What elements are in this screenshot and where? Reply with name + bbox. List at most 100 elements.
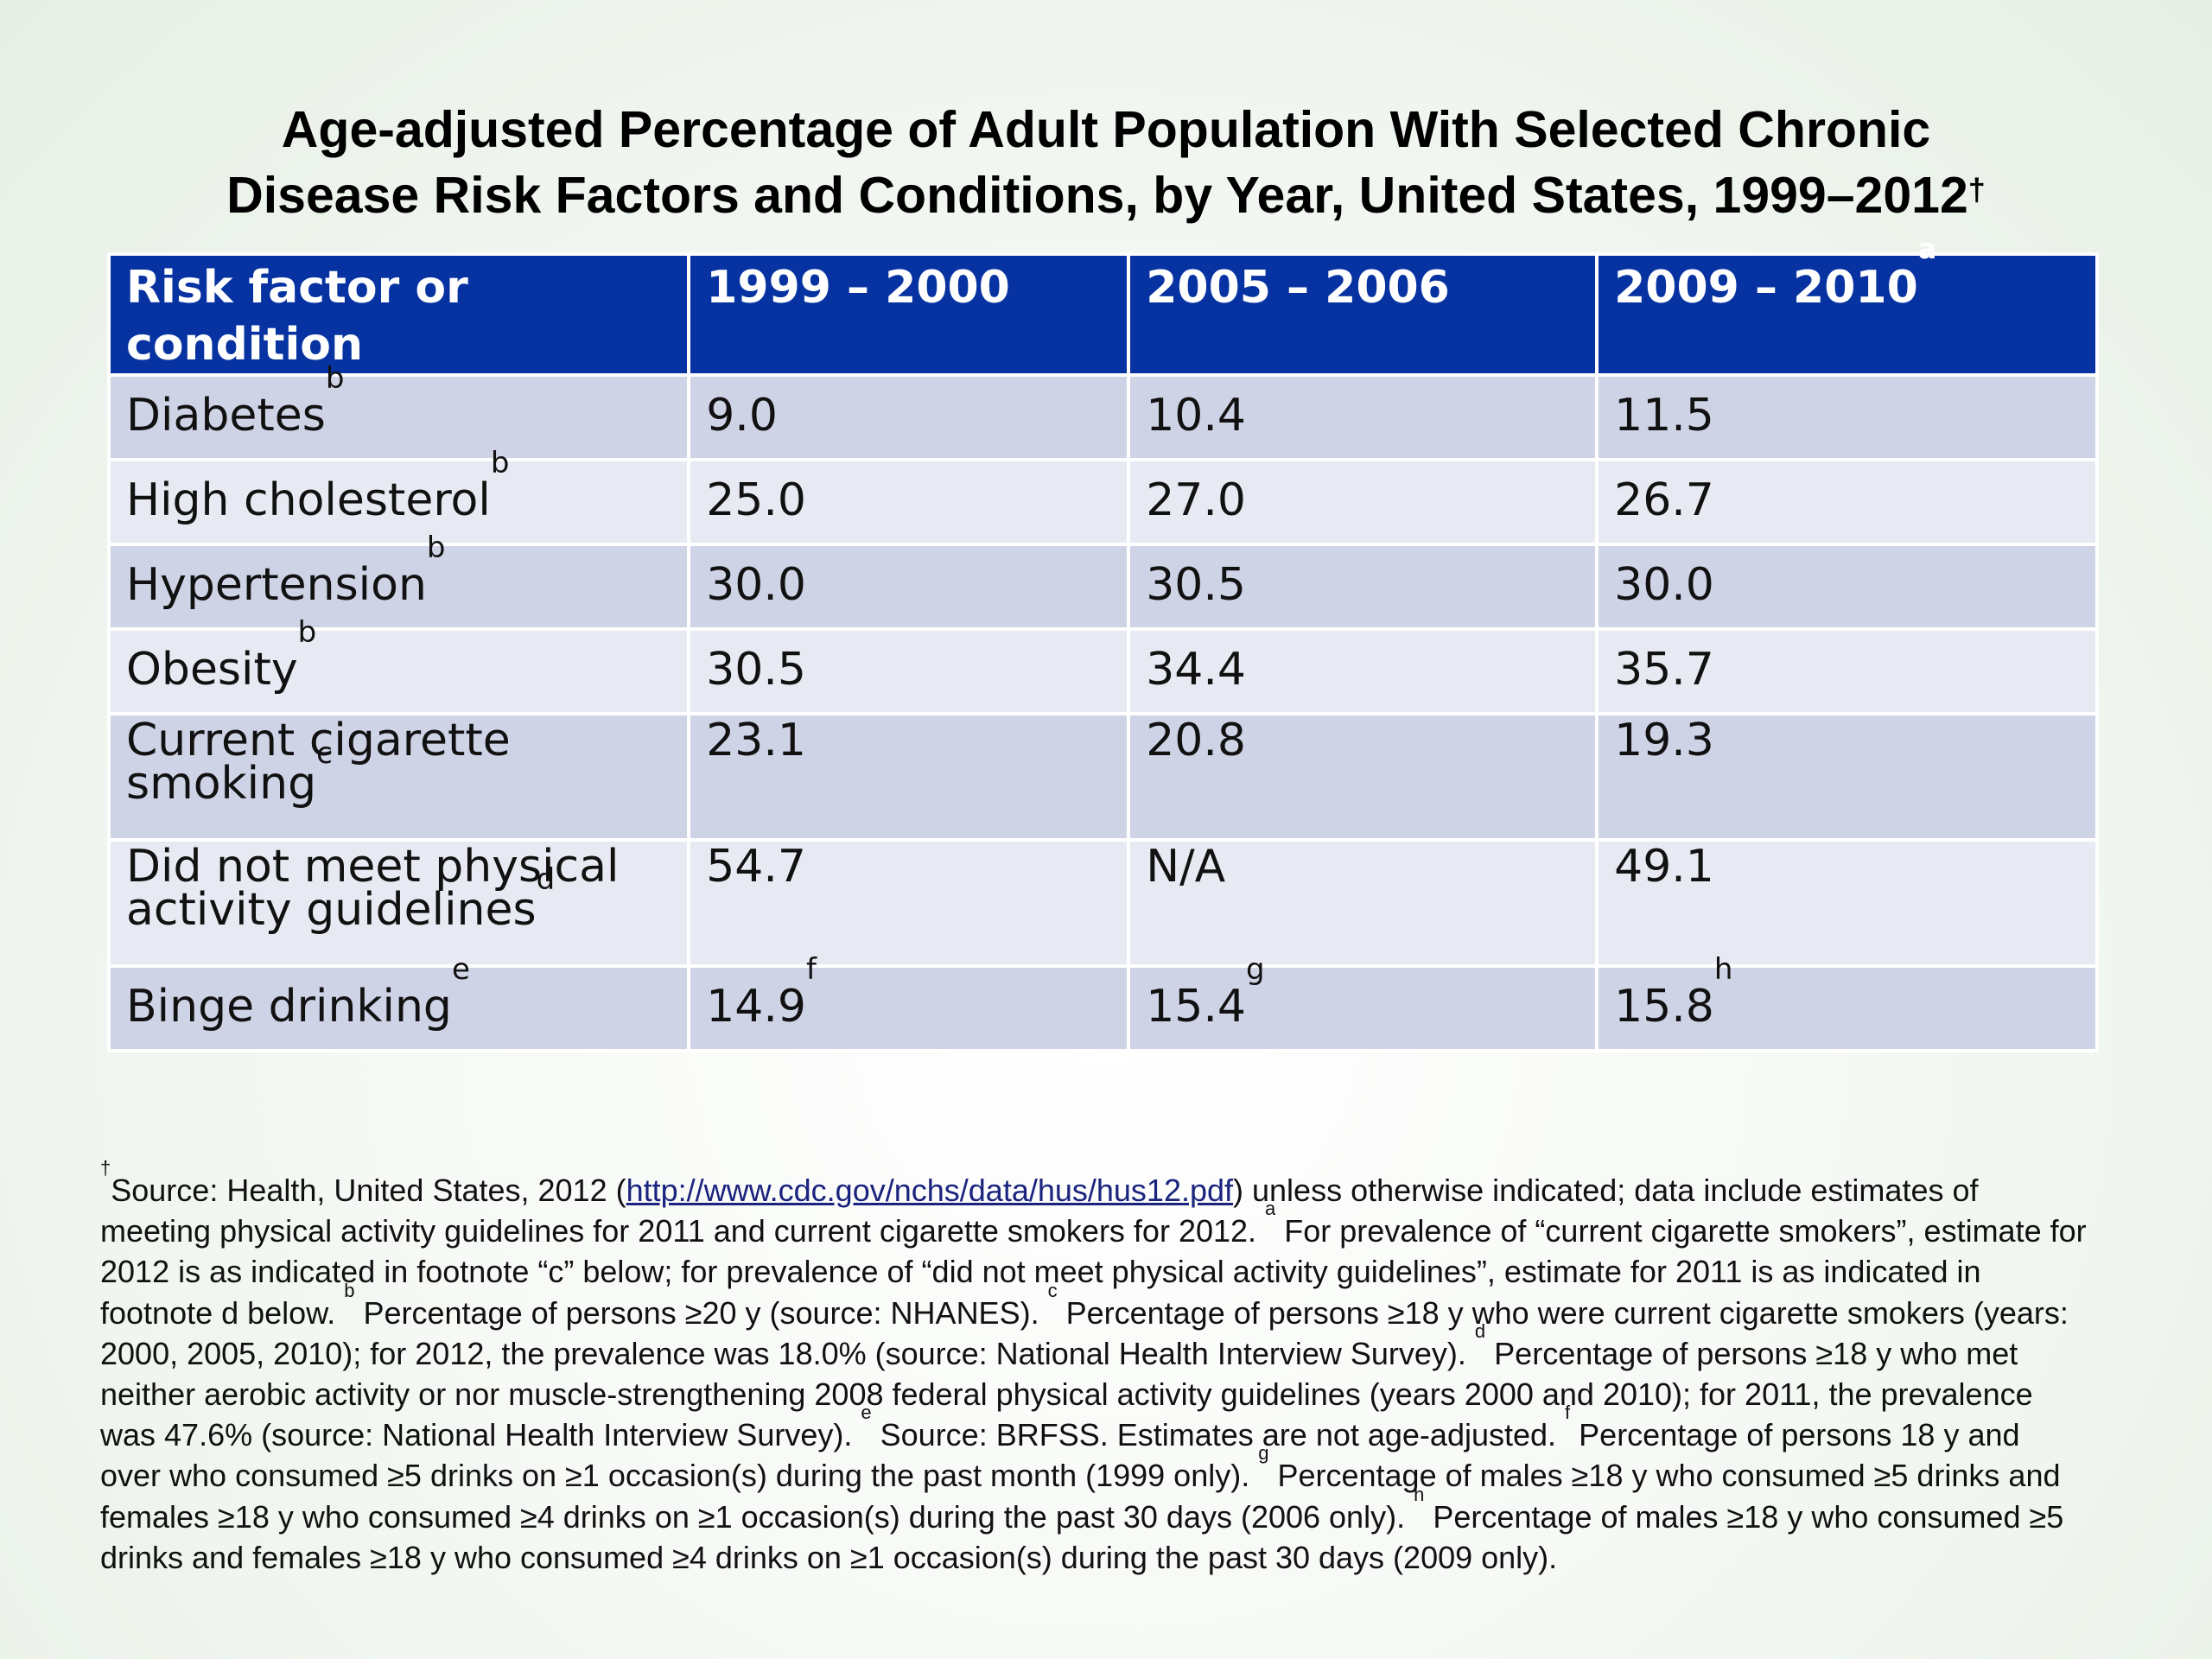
row-label-footnote-mark: b	[325, 361, 345, 396]
cell-2009-2010: 30.0	[1595, 543, 2099, 631]
header-2005-2006: 2005 – 2006	[1127, 252, 1599, 377]
slide-title-line-1: Age-adjusted Percentage of Adult Populat…	[281, 101, 1931, 158]
table-row: Did not meet physical activity guidelines…	[106, 838, 2099, 968]
footnote-b-text: Percentage of persons ≥20 y (source: NHA…	[354, 1294, 1048, 1331]
footnote-a-text: For prevalence of “current cigarette smo…	[100, 1213, 2087, 1331]
cell-2005-2006: 15.4g	[1127, 955, 1599, 1052]
footnote-mark-d: d	[1474, 1319, 1486, 1342]
footnote-mark-h: h	[1414, 1483, 1425, 1505]
footnote-d-text: Percentage of persons ≥18 y who met neit…	[100, 1335, 2033, 1453]
table-row: Binge drinkinge 14.9f 15.4g 15.8h	[106, 955, 2099, 1052]
footnote-c-text: Percentage of persons ≥18 y who were cur…	[100, 1294, 2069, 1371]
cell-value: 49.1	[1614, 841, 1714, 893]
cell-value: 19.3	[1614, 715, 1714, 766]
row-label-text: Current cigarette	[126, 715, 511, 766]
table-row: Obesityb 30.5 34.4 35.7	[106, 618, 2099, 715]
row-label: Binge drinkinge	[106, 955, 691, 1052]
table-row: High cholesterolb 25.0 27.0 26.7	[106, 448, 2099, 546]
cell-1999-2000: 25.0	[687, 458, 1131, 546]
footnote-h-text: Percentage of males ≥18 y who consumed ≥…	[100, 1498, 2064, 1575]
cell-value: 23.1	[706, 715, 806, 766]
footnote-mark-a: a	[1265, 1198, 1276, 1220]
row-label-footnote-mark: b	[490, 446, 510, 480]
row-label-footnote-mark: b	[297, 615, 317, 650]
footnote-g-text: Percentage of males ≥18 y who consumed ≥…	[100, 1458, 2061, 1535]
footnote-mark-c: c	[1047, 1279, 1058, 1301]
row-label: Diabetesb	[106, 364, 691, 461]
table-header-row: Risk factor or condition 1999 – 2000 200…	[106, 235, 2099, 377]
source-link[interactable]: http://www.cdc.gov/nchs/data/hus/hus12.p…	[626, 1173, 1234, 1208]
cell-2009-2010: 26.7	[1595, 458, 2099, 546]
cell-2009-2010: 49.1	[1595, 838, 2099, 968]
row-label: Current cigarette smokingc	[106, 712, 691, 842]
row-label-footnote-mark: b	[426, 531, 446, 565]
table-row: Diabetesb 9.0 10.4 11.5	[106, 364, 2099, 461]
risk-factor-table: Risk factor or condition 1999 – 2000 200…	[106, 235, 2099, 1052]
header-risk-factor: Risk factor or condition	[106, 252, 691, 377]
header-1999-2000: 1999 – 2000	[687, 252, 1131, 377]
footnote-mark-g: g	[1258, 1442, 1269, 1465]
cell-footnote-mark: h	[1713, 952, 1733, 987]
row-label: Obesityb	[106, 618, 691, 715]
cell-2009-2010: 19.3	[1595, 712, 2099, 842]
row-label-text-line-2: activity guidelines	[126, 884, 537, 936]
cell-2005-2006: 30.5	[1127, 543, 1599, 631]
cell-value: N/A	[1146, 841, 1226, 893]
cell-footnote-mark: f	[805, 952, 817, 987]
row-label-text: Hypertension	[126, 559, 427, 611]
slide-title: Age-adjusted Percentage of Adult Populat…	[104, 97, 2108, 228]
cell-2005-2006: 10.4	[1127, 373, 1599, 461]
footnote-source-text-2: ) unless otherwise indicated; data inclu…	[100, 1173, 1979, 1249]
cell-1999-2000: 23.1	[687, 712, 1131, 842]
cell-1999-2000: 9.0	[687, 373, 1131, 461]
footnote-f-text: Percentage of persons 18 y and over who …	[100, 1417, 2020, 1494]
row-label-text: High cholesterol	[126, 474, 491, 526]
footnote-mark-e: e	[861, 1402, 872, 1424]
cell-2005-2006: 27.0	[1127, 458, 1599, 546]
footnote-mark-b: b	[344, 1279, 355, 1301]
header-2009-2010-footnote-mark: a	[1917, 232, 1937, 265]
row-label-footnote-mark: d	[536, 862, 556, 897]
row-label-footnote-mark: c	[316, 736, 333, 771]
table-row: Current cigarette smokingc 23.1 20.8 19.3	[106, 712, 2099, 842]
cell-value: 15.8	[1614, 981, 1714, 1033]
title-dagger-mark: †	[1967, 172, 1986, 207]
row-label: Hypertensionb	[106, 533, 691, 631]
cell-1999-2000: 30.5	[687, 627, 1131, 715]
row-label-text: Binge drinking	[126, 981, 452, 1033]
row-label-footnote-mark: e	[451, 952, 470, 987]
cell-2005-2006: 34.4	[1127, 627, 1599, 715]
header-risk-factor-text: Risk factor or condition	[126, 262, 468, 371]
footnote-mark-f: f	[1565, 1402, 1571, 1424]
cell-2005-2006: N/A	[1127, 838, 1599, 968]
cell-value: 20.8	[1146, 715, 1246, 766]
cell-value: 14.9	[706, 981, 806, 1033]
header-2009-2010-text: 2009 – 2010	[1614, 262, 1918, 314]
cell-2009-2010: 35.7	[1595, 627, 2099, 715]
header-2005-2006-text: 2005 – 2006	[1146, 262, 1450, 314]
cell-1999-2000: 14.9f	[687, 955, 1131, 1052]
cell-2005-2006: 20.8	[1127, 712, 1599, 842]
cell-1999-2000: 54.7	[687, 838, 1131, 968]
footnote-dagger-mark: †	[100, 1157, 111, 1179]
cell-2009-2010: 11.5	[1595, 373, 2099, 461]
footnote-e-text: Source: BRFSS. Estimates are not age-adj…	[871, 1417, 1566, 1453]
cell-value: 15.4	[1146, 981, 1246, 1033]
row-label-text: Did not meet physical	[126, 841, 620, 893]
cell-1999-2000: 30.0	[687, 543, 1131, 631]
cell-value: 54.7	[706, 841, 806, 893]
slide-title-line-2: Disease Risk Factors and Conditions, by …	[104, 162, 2108, 228]
footnote-source-text: Source: Health, United States, 2012 (	[111, 1173, 626, 1208]
table-row: Hypertensionb 30.0 30.5 30.0	[106, 533, 2099, 631]
footnotes: †Source: Health, United States, 2012 (ht…	[100, 1159, 2088, 1578]
row-label-text: Obesity	[126, 644, 298, 696]
row-label: Did not meet physical activity guidelines…	[106, 838, 691, 968]
header-1999-2000-text: 1999 – 2000	[706, 262, 1010, 314]
row-label-text: Diabetes	[126, 390, 326, 442]
cell-2009-2010: 15.8h	[1595, 955, 2099, 1052]
row-label-text-line-2: smoking	[126, 758, 317, 810]
header-2009-2010: 2009 – 2010a	[1595, 235, 2099, 377]
cell-footnote-mark: g	[1245, 952, 1265, 987]
row-label: High cholesterolb	[106, 448, 691, 546]
slide-title-line-2-text: Disease Risk Factors and Conditions, by …	[226, 167, 1968, 224]
